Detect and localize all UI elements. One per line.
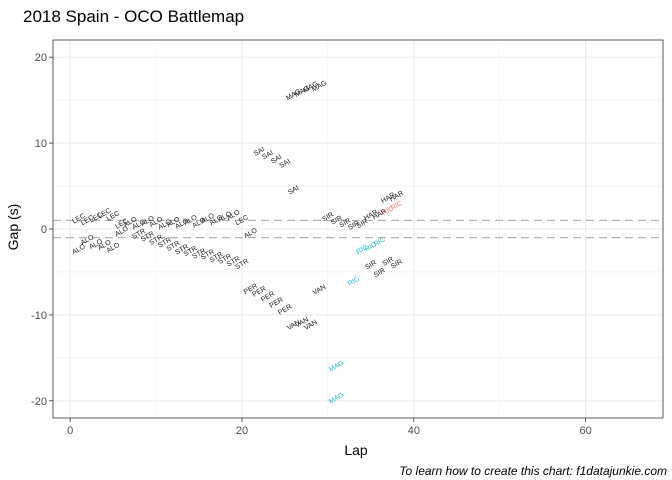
y-tick-label: 10 xyxy=(35,138,47,150)
chart-title: 2018 Spain - OCO Battlemap xyxy=(23,7,244,26)
y-axis-label: Gap (s) xyxy=(5,204,21,251)
caption: To learn how to create this chart: f1dat… xyxy=(399,464,667,478)
y-tick-label: 20 xyxy=(35,52,47,64)
y-tick-label: -10 xyxy=(31,310,47,322)
point-label: RIC xyxy=(347,276,361,288)
point-label: SIR xyxy=(390,259,404,271)
y-axis-ticks: -20 -10 0 10 20 xyxy=(31,52,53,408)
point-label: SIR xyxy=(347,220,361,232)
point-label: SAI xyxy=(261,150,274,162)
x-tick-label: 20 xyxy=(236,425,248,437)
point-label: SIR xyxy=(330,215,344,227)
point-label: SIR xyxy=(381,256,395,268)
point-label: SIR xyxy=(356,218,370,230)
point-label: MAG xyxy=(328,392,345,406)
point-label: SIR xyxy=(321,211,335,223)
point-label: SAI xyxy=(253,146,266,158)
grid xyxy=(53,40,663,418)
point-label: SIR xyxy=(364,259,378,271)
x-axis-label: Lap xyxy=(344,442,368,458)
point-label: SAI xyxy=(270,154,283,166)
y-tick-label: -20 xyxy=(31,396,47,408)
x-tick-label: 0 xyxy=(67,425,73,437)
x-tick-label: 60 xyxy=(580,425,592,437)
point-label: SAI xyxy=(287,185,300,197)
x-tick-label: 40 xyxy=(408,425,420,437)
point-label: SIR xyxy=(338,217,352,229)
point-label: SIR xyxy=(373,267,387,279)
y-tick-label: 0 xyxy=(41,224,47,236)
point-label: SAI xyxy=(279,158,292,170)
point-label: VAN xyxy=(312,284,328,297)
reference-lines xyxy=(53,219,663,239)
data-labels: LECLECLECLECLECLECALOALOALOALOALOALOALOA… xyxy=(71,80,405,406)
point-label: MAG xyxy=(328,360,345,374)
x-axis-ticks: 0 20 40 60 xyxy=(67,418,592,437)
